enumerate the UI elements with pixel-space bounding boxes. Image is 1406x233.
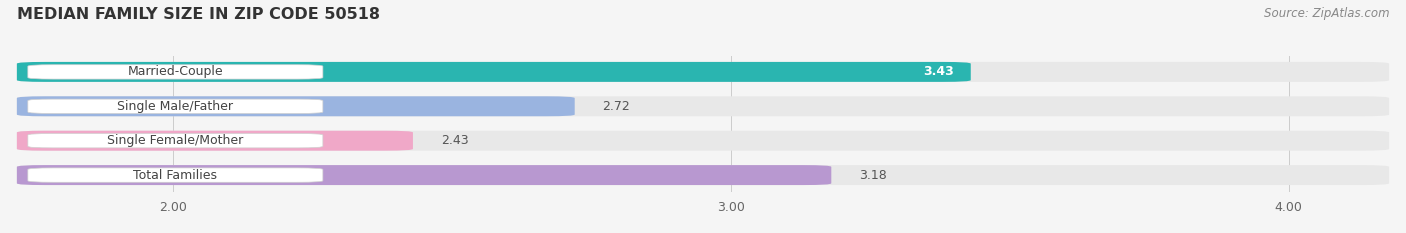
FancyBboxPatch shape — [28, 134, 323, 148]
FancyBboxPatch shape — [28, 65, 323, 79]
Text: Single Female/Mother: Single Female/Mother — [107, 134, 243, 147]
FancyBboxPatch shape — [17, 62, 970, 82]
FancyBboxPatch shape — [28, 168, 323, 182]
Text: 2.72: 2.72 — [603, 100, 630, 113]
Text: 3.43: 3.43 — [924, 65, 955, 78]
FancyBboxPatch shape — [17, 165, 1389, 185]
Text: MEDIAN FAMILY SIZE IN ZIP CODE 50518: MEDIAN FAMILY SIZE IN ZIP CODE 50518 — [17, 7, 380, 22]
FancyBboxPatch shape — [17, 131, 1389, 151]
FancyBboxPatch shape — [17, 131, 413, 151]
Text: Married-Couple: Married-Couple — [128, 65, 224, 78]
FancyBboxPatch shape — [17, 62, 1389, 82]
Text: 2.43: 2.43 — [441, 134, 468, 147]
FancyBboxPatch shape — [17, 96, 1389, 116]
Text: Source: ZipAtlas.com: Source: ZipAtlas.com — [1264, 7, 1389, 20]
FancyBboxPatch shape — [17, 165, 831, 185]
Text: 3.18: 3.18 — [859, 169, 887, 182]
FancyBboxPatch shape — [28, 99, 323, 113]
FancyBboxPatch shape — [17, 96, 575, 116]
Text: Total Families: Total Families — [134, 169, 218, 182]
Text: Single Male/Father: Single Male/Father — [117, 100, 233, 113]
